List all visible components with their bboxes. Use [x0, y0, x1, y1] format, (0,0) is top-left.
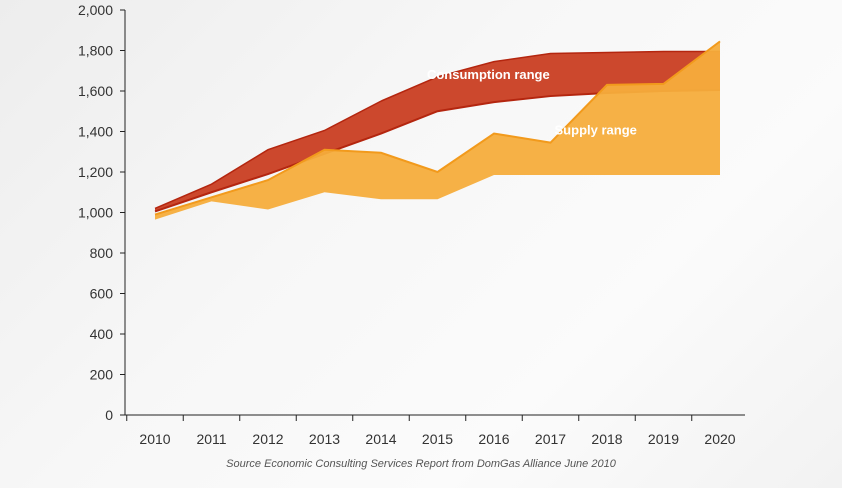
data-bands [154, 40, 721, 220]
x-tick-label: 2020 [704, 431, 735, 447]
y-tick-label: 1,000 [78, 205, 113, 221]
x-tick-label: 2010 [139, 431, 170, 447]
x-tick-label: 2018 [591, 431, 622, 447]
y-tick-label: 1,400 [78, 124, 113, 140]
source-note: Source Economic Consulting Services Repo… [226, 458, 616, 470]
band-supply [155, 41, 720, 220]
band-consumption [155, 51, 720, 212]
y-tick-label: 1,800 [78, 43, 113, 59]
y-tick-label: 0 [105, 407, 113, 423]
supply-range-label: Supply range [555, 123, 637, 138]
x-tick-label: 2019 [648, 431, 679, 447]
x-tick-label: 2013 [309, 431, 340, 447]
y-tick-label: 800 [90, 245, 114, 261]
y-tick-label: 2,000 [78, 2, 113, 18]
y-tick-label: 1,600 [78, 83, 113, 99]
consumption-upper-line [154, 50, 720, 210]
y-tick-label: 200 [90, 367, 114, 383]
supply-upper-line [154, 40, 721, 216]
x-tick-label: 2017 [535, 431, 566, 447]
band-labels: Consumption range Supply range [427, 67, 637, 138]
y-tick-label: 1,200 [78, 164, 113, 180]
x-tick-label: 2015 [422, 431, 453, 447]
x-tick-label: 2014 [365, 431, 396, 447]
y-tick-label: 400 [90, 326, 114, 342]
x-tick-label: 2012 [252, 431, 283, 447]
consumption-range-label: Consumption range [427, 67, 550, 82]
x-tick-label: 2016 [478, 431, 509, 447]
y-tick-label: 600 [90, 286, 114, 302]
axes: 0 200 400 600 800 1,000 1,200 1,400 1,600 1,800 2,… [78, 2, 745, 447]
x-tick-label: 2011 [196, 431, 226, 447]
